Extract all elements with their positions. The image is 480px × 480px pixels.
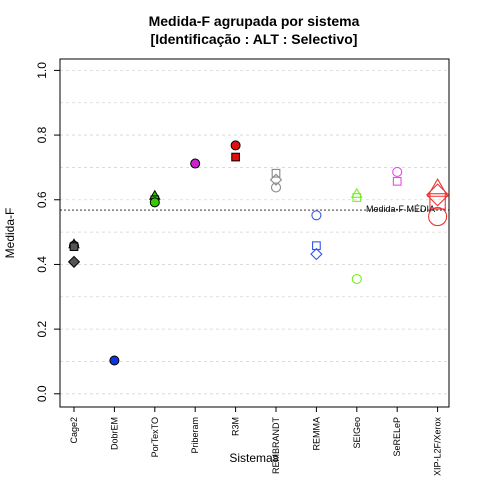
data-point-diamond: [67, 255, 81, 268]
data-point-circle: [190, 158, 201, 169]
y-axis: 0.0 0.2 0.4 0.6 0.8 1.0: [35, 62, 60, 402]
data-point-circle: [311, 210, 322, 221]
y-tick-label: 0.4: [35, 256, 49, 273]
x-tick-label: SEIGeo: [352, 417, 362, 449]
data-point-diamond: [310, 247, 323, 261]
gridlines: [60, 70, 449, 395]
data-point-square: [231, 152, 240, 162]
x-tick-label: DobrEM: [109, 417, 119, 450]
plot-frame: [59, 58, 450, 408]
data-point-square: [429, 193, 446, 210]
data-point-square: [69, 242, 79, 251]
x-tick-label: Priberam: [190, 417, 200, 454]
x-axis-title: Sistemas: [229, 451, 278, 465]
y-tick-label: 0.0: [35, 385, 49, 402]
data-point-circle: [351, 273, 362, 285]
x-tick-label: R3M: [231, 417, 241, 436]
reference-line-label: Medida-F MÉDIA: [366, 204, 435, 214]
data-point-square: [352, 193, 362, 202]
data-point-circle: [428, 207, 448, 227]
data-point-square: [271, 168, 281, 178]
data-point-square: [312, 241, 321, 251]
data-points: [67, 140, 450, 366]
data-point-circle: [230, 140, 241, 151]
x-tick-label: REMMA: [311, 417, 321, 451]
x-axis: Cage2 DobrEM PorTexTO Priberam R3M REMBRANDT R…: [69, 407, 443, 476]
x-tick-label: REMBRANDT: [271, 417, 281, 475]
reference-line-group: Medida-F MÉDIA: [60, 204, 449, 214]
x-tick-label: SeRELeP: [392, 417, 402, 457]
y-axis-title: Medida-F: [3, 208, 17, 259]
data-point-circle: [392, 166, 403, 177]
data-point-square: [392, 176, 402, 186]
data-point-diamond: [269, 173, 283, 186]
data-point-circle: [109, 355, 120, 366]
data-point-circle: [270, 182, 282, 193]
x-tick-label: XIP-L2F/Xerox: [433, 417, 443, 477]
data-point-triangle: [426, 178, 449, 197]
chart-title-line-2: [Identificação : ALT : Selectivo]: [151, 31, 358, 47]
x-tick-label: PorTexTO: [150, 417, 160, 457]
data-point-circle: [149, 197, 160, 208]
y-tick-label: 0.6: [35, 191, 49, 208]
y-tick-label: 1.0: [35, 62, 49, 79]
data-point-diamond: [426, 183, 450, 207]
y-tick-label: 0.8: [35, 126, 49, 143]
y-tick-label: 0.2: [35, 320, 49, 337]
data-point-triangle: [350, 187, 363, 198]
x-tick-label: Cage2: [69, 417, 79, 444]
chart-title-line-1: Medida-F agrupada por sistema: [149, 13, 360, 29]
